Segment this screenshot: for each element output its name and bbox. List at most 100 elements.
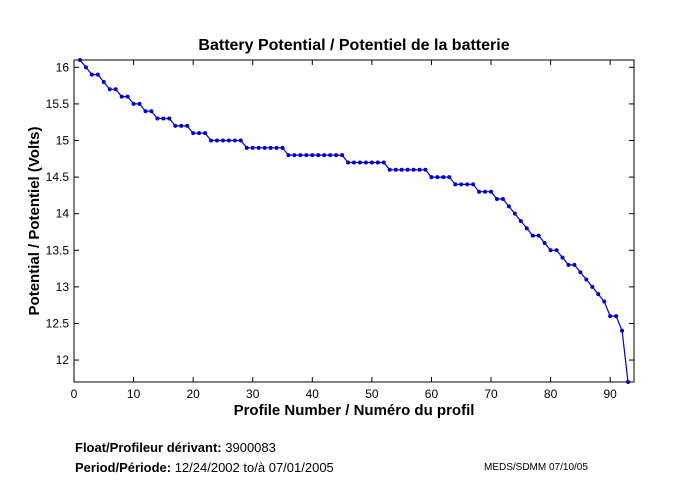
y-tick-label: 13.5 (46, 243, 70, 257)
period-end: 07/01/2005 (268, 460, 334, 475)
data-point (274, 145, 279, 150)
data-point (226, 138, 231, 143)
data-point (608, 314, 613, 319)
series-line (79, 59, 629, 383)
data-point (250, 145, 255, 150)
data-point (298, 153, 303, 158)
x-tick-label: 40 (306, 387, 320, 401)
data-point (214, 138, 219, 143)
x-tick-label: 20 (186, 387, 200, 401)
data-point (405, 167, 410, 172)
data-point (95, 72, 100, 77)
data-point (310, 153, 315, 158)
data-point (381, 160, 386, 165)
data-point (602, 299, 607, 304)
data-point (262, 145, 267, 150)
data-point (435, 175, 440, 180)
data-point (494, 197, 499, 202)
data-point (131, 101, 136, 106)
y-tick-label: 15 (56, 134, 70, 148)
y-tick-label: 15.5 (46, 97, 70, 111)
data-point (584, 277, 589, 282)
data-point (316, 153, 321, 158)
data-point (614, 314, 619, 319)
y-tick-label: 14 (56, 207, 70, 221)
data-point (185, 123, 190, 128)
data-point (155, 116, 160, 121)
data-point (429, 175, 434, 180)
data-point (554, 248, 559, 253)
data-point (340, 153, 345, 158)
data-point (334, 153, 339, 158)
y-axis-label: Potential / Potentiel (Volts) (26, 127, 43, 316)
data-point (286, 153, 291, 158)
data-point (596, 292, 601, 297)
data-point (447, 175, 452, 180)
y-tick-label: 13 (56, 280, 70, 294)
data-point (119, 94, 124, 99)
float-value: 3900083 (225, 440, 276, 455)
data-point (471, 182, 476, 187)
data-point (101, 79, 106, 84)
data-point (179, 123, 184, 128)
data-point (363, 160, 368, 165)
x-tick-label: 80 (544, 387, 558, 401)
data-point (441, 175, 446, 180)
y-tick-label: 12 (56, 353, 70, 367)
x-axis-label: Profile Number / Numéro du profil (234, 402, 475, 419)
x-tick-label: 10 (127, 387, 141, 401)
float-label: Float/Profileur dérivant: (75, 440, 222, 455)
period-start: 12/24/2002 (174, 460, 240, 475)
data-point (548, 248, 553, 253)
data-point (149, 109, 154, 114)
data-point (256, 145, 261, 150)
data-point (232, 138, 237, 143)
data-point (203, 131, 208, 136)
data-point (590, 284, 595, 289)
data-point (83, 65, 88, 70)
data-point (524, 226, 529, 231)
data-point (465, 182, 470, 187)
x-tick-label: 60 (425, 387, 439, 401)
data-point (238, 138, 243, 143)
data-point (125, 94, 130, 99)
data-point (417, 167, 422, 172)
data-point (626, 380, 631, 384)
y-axis-ticks: 12 12.5 13 13.5 14 14.5 15 15.5 16 (46, 60, 634, 367)
data-point (560, 255, 565, 260)
x-tick-label: 70 (484, 387, 498, 401)
data-point (322, 153, 327, 158)
data-point (244, 145, 249, 150)
x-tick-label: 90 (603, 387, 617, 401)
data-point (518, 219, 523, 223)
data-point (399, 167, 404, 172)
data-point (209, 138, 214, 143)
y-tick-label: 14.5 (46, 170, 70, 184)
data-point (77, 58, 82, 62)
period-line: Period/Période: 12/24/2002 to/à 07/01/20… (75, 460, 334, 475)
data-point (357, 160, 362, 165)
data-point (89, 72, 94, 77)
data-point (167, 116, 172, 121)
data-point (173, 123, 178, 128)
data-point (578, 270, 583, 275)
data-point (530, 233, 535, 238)
data-point (137, 101, 142, 106)
data-point (220, 138, 225, 143)
chart-title: Battery Potential / Potentiel de la batt… (198, 37, 509, 54)
data-point (352, 160, 356, 165)
data-point (489, 189, 494, 194)
float-id-line: Float/Profileur dérivant: 3900083 (75, 440, 276, 455)
period-label: Period/Période: (75, 460, 172, 475)
period-separator: to/à (243, 460, 266, 475)
data-points (77, 58, 631, 384)
data-point (107, 87, 112, 92)
data-point (572, 262, 577, 267)
data-point (536, 233, 541, 238)
credit-stamp: MEDS/SDMM 07/10/05 (484, 462, 588, 473)
data-point (453, 182, 458, 187)
data-point (280, 145, 285, 150)
data-point (512, 211, 517, 216)
data-point (304, 153, 309, 158)
data-point (506, 204, 511, 209)
